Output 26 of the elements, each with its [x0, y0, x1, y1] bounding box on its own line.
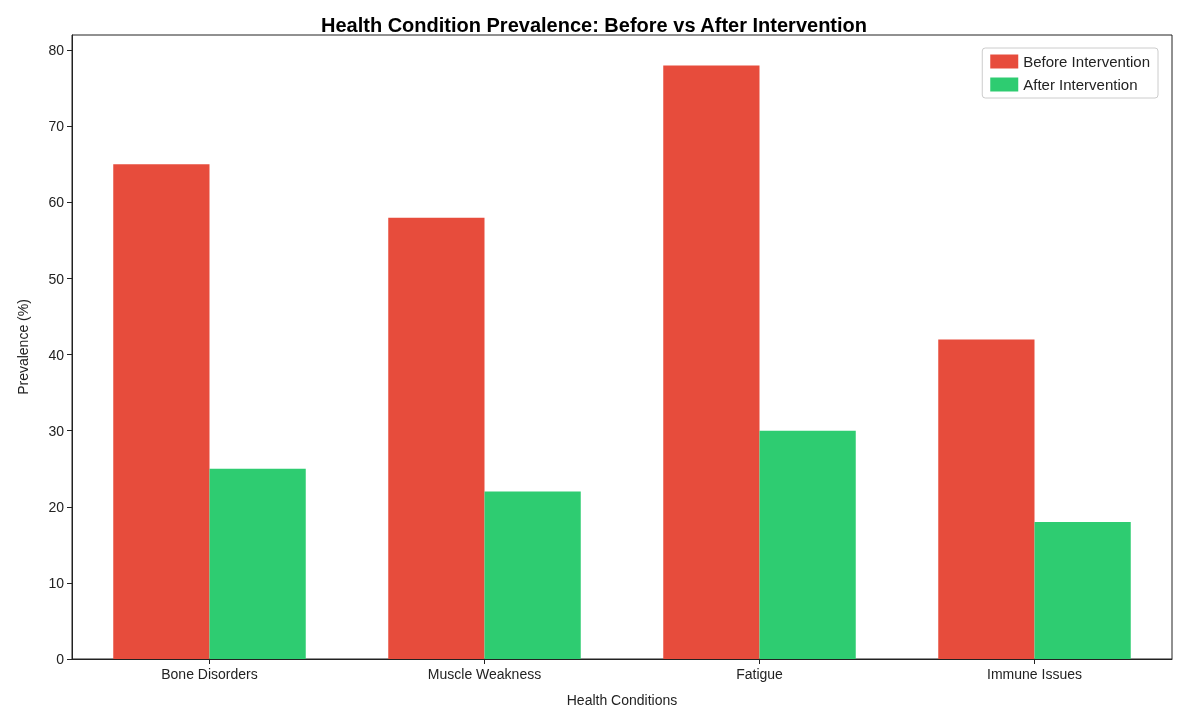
- x-tick-label: Fatigue: [736, 666, 784, 682]
- bar: [484, 491, 581, 659]
- y-tick-label: 20: [48, 498, 65, 515]
- bar: [759, 430, 856, 659]
- x-tick-label: Bone Disorders: [161, 666, 258, 682]
- y-tick-label: 70: [48, 118, 65, 135]
- y-tick-label: 30: [48, 422, 65, 439]
- legend-label: After Intervention: [1023, 76, 1138, 93]
- y-tick-label: 50: [48, 270, 65, 287]
- y-tick-label: 0: [56, 651, 65, 667]
- x-tick-label: Muscle Weakness: [427, 666, 542, 682]
- bar: [1034, 522, 1131, 659]
- y-tick-label: 80: [48, 42, 65, 59]
- x-tick-label: Immune Issues: [987, 666, 1082, 682]
- y-tick-label: 60: [48, 194, 65, 211]
- bar: [938, 339, 1035, 659]
- bar: [663, 65, 760, 659]
- legend-label: Before Intervention: [1023, 53, 1150, 70]
- bar: [388, 217, 485, 659]
- x-axis-title: Health Conditions: [566, 692, 678, 708]
- y-axis-title: Prevalence (%): [15, 299, 31, 395]
- bar: [113, 164, 210, 659]
- y-tick-label: 10: [48, 574, 65, 591]
- bar: [209, 468, 306, 659]
- y-tick-label: 40: [48, 346, 65, 363]
- chart-title: Health Condition Prevalence: Before vs After Intervention: [320, 14, 868, 36]
